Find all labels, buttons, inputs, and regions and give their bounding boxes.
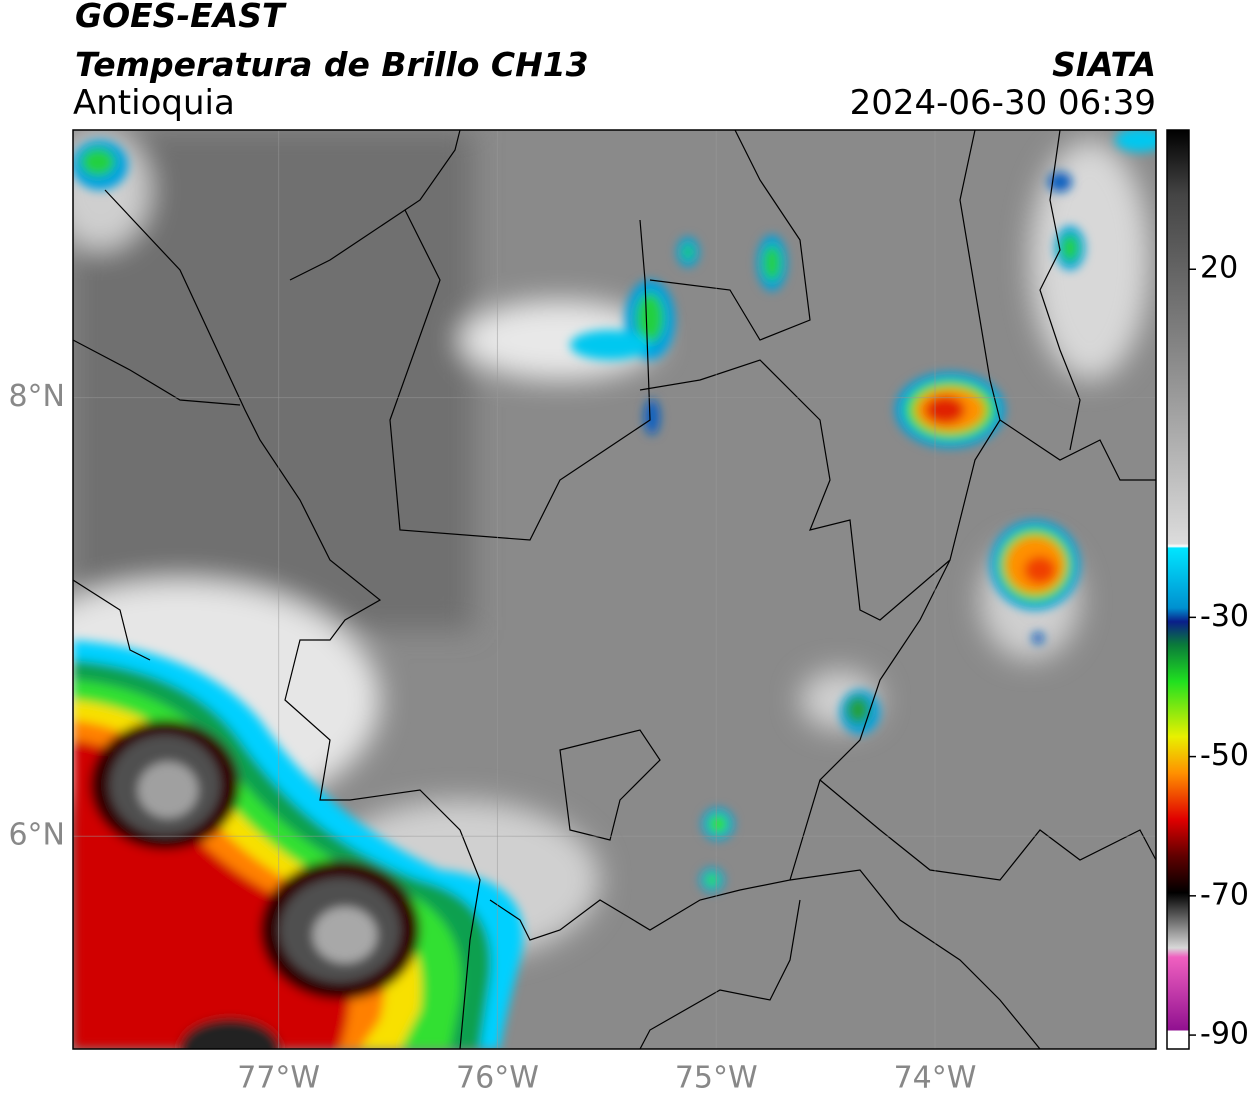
subtitle: Temperatura de Brillo CH13 — [75, 45, 589, 84]
x-tick-label: 77°W — [237, 1061, 320, 1096]
borders — [73, 130, 1156, 1049]
colorbar-tick-label: -90 — [1200, 1017, 1249, 1052]
y-tick-label: 6°N — [8, 818, 65, 853]
colorbar-tick-label: 20 — [1200, 251, 1238, 286]
title: GOES-EAST — [75, 0, 285, 35]
datetime: 2024-06-30 06:39 — [849, 83, 1156, 123]
x-tick-label: 74°W — [894, 1061, 977, 1096]
colorbar-tick-label: -50 — [1200, 738, 1249, 773]
x-tick-label: 75°W — [675, 1061, 758, 1096]
colorbar-tick-label: -70 — [1200, 877, 1249, 912]
map-frame — [72, 129, 1157, 1050]
colorbar-tick-label: -30 — [1200, 599, 1249, 634]
source: SIATA — [1052, 45, 1156, 84]
storm-southwest — [73, 640, 524, 1049]
storm-cells — [73, 130, 1156, 892]
satellite-image — [73, 130, 1156, 1049]
y-tick-label: 8°N — [8, 379, 65, 414]
region: Antioquia — [73, 83, 235, 123]
x-tick-label: 76°W — [456, 1061, 539, 1096]
colorbar — [1166, 129, 1190, 1050]
